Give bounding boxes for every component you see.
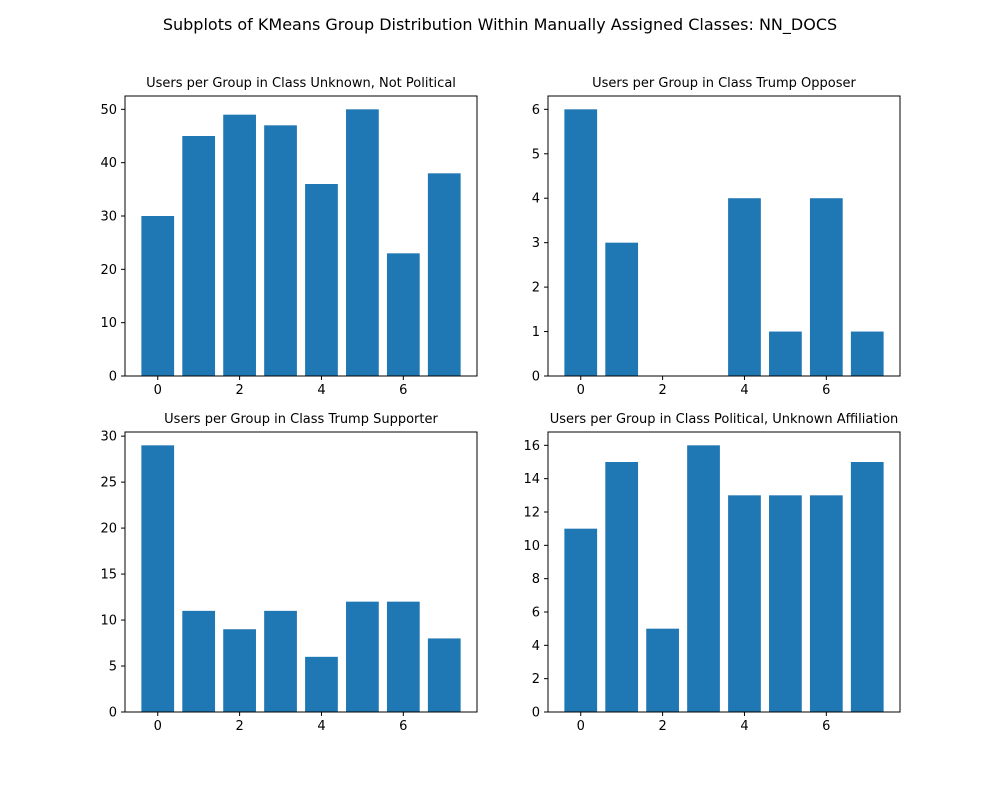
x-tick-label: 4 — [317, 719, 325, 734]
bar-group-4 — [728, 198, 761, 376]
x-tick-label: 2 — [658, 383, 666, 398]
y-tick-label: 0 — [109, 370, 117, 385]
y-tick-label: 0 — [532, 706, 540, 721]
subplot-4: Users per Group in Class Political, Unkn… — [523, 412, 901, 734]
bar-group-0 — [564, 528, 598, 712]
bar-group-5 — [346, 109, 379, 376]
bar-group-3 — [264, 125, 297, 376]
subplot-title: Users per Group in Class Trump Opposer — [592, 76, 856, 91]
x-tick-label: 2 — [235, 383, 243, 398]
figure-suptitle: Subplots of KMeans Group Distribution Wi… — [163, 15, 837, 35]
bar-group-4 — [305, 656, 338, 712]
axes-frame — [547, 431, 901, 713]
bar-group-2 — [646, 628, 679, 712]
bar-group-6 — [386, 601, 420, 712]
y-tick-label: 8 — [532, 572, 540, 587]
y-tick-label: 14 — [523, 472, 540, 487]
subplot-3: Users per Group in Class Trump Supporter… — [100, 412, 478, 734]
subplots-group: Users per Group in Class Unknown, Not Po… — [100, 76, 901, 734]
axes-frame — [124, 431, 478, 713]
bar-group-1 — [605, 242, 639, 376]
y-tick-label: 2 — [532, 672, 540, 687]
x-tick-label: 2 — [235, 719, 243, 734]
bar-group-4 — [305, 184, 338, 376]
bar-group-6 — [809, 198, 843, 376]
x-tick-label: 6 — [399, 719, 407, 734]
y-tick-label: 10 — [100, 316, 117, 331]
y-tick-label: 50 — [100, 103, 117, 118]
bar-group-2 — [223, 629, 256, 712]
y-tick-label: 30 — [100, 430, 117, 445]
y-tick-label: 2 — [532, 281, 540, 296]
x-tick-label: 0 — [577, 719, 585, 734]
y-tick-label: 6 — [532, 103, 540, 118]
y-tick-label: 15 — [100, 568, 117, 583]
bar-group-0 — [141, 216, 175, 376]
y-tick-label: 0 — [109, 706, 117, 721]
subplot-2: Users per Group in Class Trump Opposer 0 2… — [532, 76, 901, 398]
subplot-title: Users per Group in Class Political, Unkn… — [550, 412, 899, 427]
y-tick-label: 4 — [532, 639, 540, 654]
y-tick-label: 6 — [532, 606, 540, 621]
bar-group-6 — [809, 495, 843, 712]
bar-group-5 — [769, 495, 802, 712]
bar-group-1 — [182, 610, 216, 712]
y-tick-label: 5 — [532, 147, 540, 162]
bar-group-7 — [850, 331, 884, 376]
x-tick-label: 4 — [740, 719, 748, 734]
y-tick-label: 1 — [532, 325, 540, 340]
y-tick-label: 0 — [532, 370, 540, 385]
bar-group-7 — [850, 462, 884, 712]
x-tick-label: 2 — [658, 719, 666, 734]
bar-group-4 — [728, 495, 761, 712]
axes-frame — [547, 95, 901, 377]
bar-group-3 — [687, 445, 720, 712]
y-tick-label: 3 — [532, 236, 540, 251]
x-tick-label: 6 — [822, 719, 830, 734]
bar-group-7 — [427, 173, 461, 376]
bar-group-1 — [605, 462, 639, 712]
y-tick-label: 4 — [532, 192, 540, 207]
y-tick-label: 25 — [100, 476, 117, 491]
bar-group-0 — [141, 445, 175, 712]
bar-group-2 — [223, 114, 256, 377]
y-tick-label: 20 — [100, 263, 117, 278]
axes-frame — [124, 95, 478, 377]
y-tick-label: 30 — [100, 210, 117, 225]
bar-group-0 — [564, 109, 598, 376]
bar-group-5 — [769, 331, 802, 376]
y-tick-label: 5 — [109, 660, 117, 675]
x-tick-label: 4 — [740, 383, 748, 398]
x-tick-label: 0 — [577, 383, 585, 398]
bar-group-3 — [264, 610, 297, 712]
y-tick-label: 10 — [100, 614, 117, 629]
bar-group-7 — [427, 638, 461, 712]
subplot-1: Users per Group in Class Unknown, Not Po… — [100, 76, 478, 398]
x-tick-label: 6 — [822, 383, 830, 398]
subplot-title: Users per Group in Class Trump Supporter — [164, 412, 438, 427]
y-tick-label: 10 — [523, 539, 540, 554]
y-tick-label: 12 — [523, 506, 540, 521]
y-tick-label: 20 — [100, 522, 117, 537]
bar-group-6 — [386, 253, 420, 376]
x-tick-label: 0 — [154, 383, 162, 398]
x-tick-label: 6 — [399, 383, 407, 398]
bar-group-1 — [182, 136, 216, 376]
x-tick-label: 0 — [154, 719, 162, 734]
subplot-title: Users per Group in Class Unknown, Not Po… — [146, 76, 456, 91]
y-tick-label: 40 — [100, 156, 117, 171]
y-tick-label: 16 — [523, 439, 540, 454]
bar-group-5 — [346, 601, 379, 712]
x-tick-label: 4 — [317, 383, 325, 398]
